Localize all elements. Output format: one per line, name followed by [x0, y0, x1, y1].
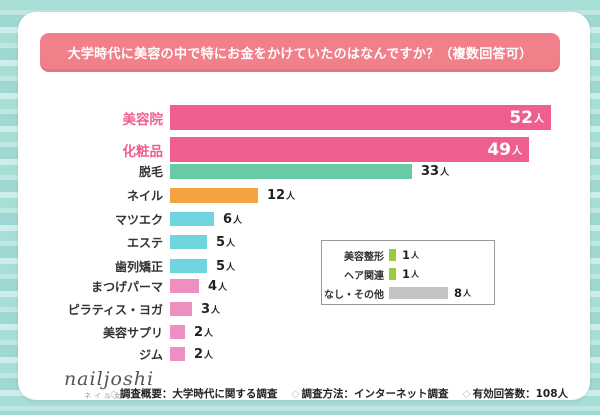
- bar-label: マツエク: [114, 212, 163, 227]
- inset-bar-label: なし・その他: [324, 289, 384, 301]
- bar-label: まつげパーマ: [90, 279, 163, 294]
- bar: [170, 302, 192, 316]
- bar: 49 人: [170, 137, 529, 162]
- brand-logo-text: nailjoshi: [63, 368, 155, 390]
- inset-bar-label: 美容整形: [344, 251, 384, 263]
- bar: [170, 325, 185, 339]
- diamond-icon: ◇: [109, 388, 118, 400]
- bar-value: 33 人: [421, 164, 450, 179]
- inset-bar: [389, 287, 448, 299]
- bar: [170, 347, 185, 361]
- bar: 52 人: [170, 105, 551, 130]
- bar: [170, 164, 412, 179]
- survey-note: ◇ 調査方法：インターネット調査: [291, 388, 449, 400]
- survey-question-banner: 大学時代に美容の中で特にお金をかけていたのはなんですか？（複数回答可）: [40, 33, 560, 72]
- bar-value: 12 人: [267, 188, 296, 203]
- brand-logo-subtext: ネイル女子: [84, 392, 134, 400]
- bar-label: エステ: [126, 235, 163, 250]
- bar-value: 49 人: [487, 139, 522, 160]
- other-answers-box: 美容整形 1 人ヘア関連 1 人なし・その他 8 人: [321, 240, 495, 305]
- diamond-icon: ◇: [462, 388, 471, 400]
- survey-notes: ◇ 調査概要：大学時代に関する調査 ◇ 調査方法：インターネット調査 ◇ 有効回答数：10…: [96, 386, 568, 401]
- bar-label: 化粧品: [122, 143, 164, 160]
- bar-label: 歯列矯正: [114, 259, 163, 274]
- survey-question-text: 大学時代に美容の中で特にお金をかけていたのはなんですか？（複数回答可）: [67, 47, 533, 62]
- survey-note: ◇ 有効回答数：108人: [462, 388, 569, 400]
- bar-value: 52 人: [509, 107, 544, 128]
- inset-bar: [389, 268, 396, 280]
- bar-label: 脱毛: [138, 165, 163, 179]
- infographic-card: 大学時代に美容の中で特にお金をかけていたのはなんですか？（複数回答可） 美容院 5…: [18, 12, 590, 400]
- bar-label: ネイル: [126, 189, 163, 203]
- bar-label: ピラティス・ヨガ: [67, 302, 163, 317]
- bar: [170, 188, 258, 203]
- survey-note: ◇ 調査概要：大学時代に関する調査: [109, 388, 278, 400]
- brand-logo: nailjoshi ネイル女子: [54, 368, 164, 401]
- inset-bar: [389, 249, 396, 261]
- bar-label: 美容院: [122, 111, 164, 128]
- bar-label: ジム: [138, 347, 163, 362]
- bar: [170, 279, 199, 293]
- bar: [170, 259, 207, 273]
- diamond-icon: ◇: [291, 388, 300, 400]
- bar: [170, 235, 207, 249]
- bar: [170, 212, 214, 226]
- bar-label: 美容サプリ: [102, 325, 163, 340]
- inset-bar-label: ヘア関連: [344, 270, 384, 282]
